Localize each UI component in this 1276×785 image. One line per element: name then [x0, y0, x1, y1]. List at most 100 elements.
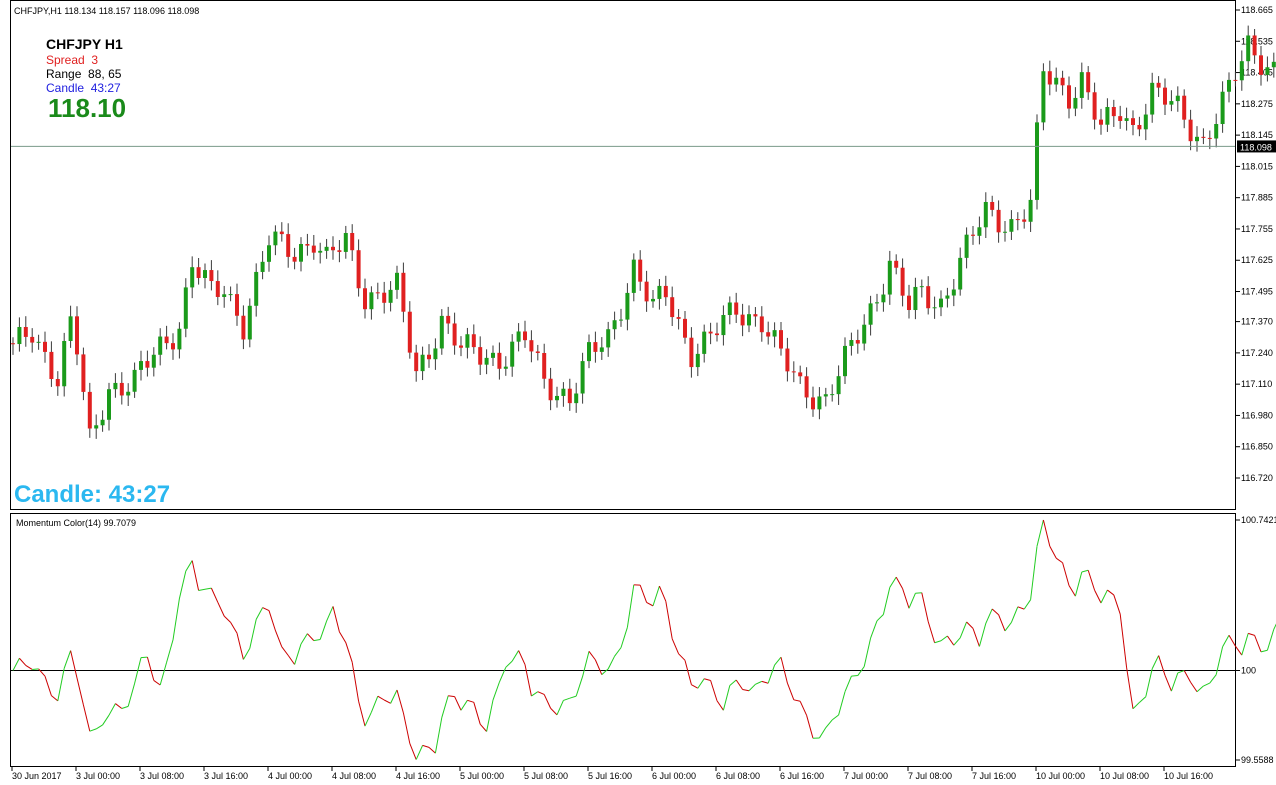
time-label: 5 Jul 00:00	[460, 771, 504, 780]
momentum-segment	[224, 616, 230, 622]
candle-body	[113, 383, 117, 389]
momentum-segment	[410, 743, 416, 759]
time-label: 4 Jul 16:00	[396, 771, 440, 780]
candle-body	[766, 332, 770, 336]
momentum-segment	[1184, 671, 1190, 683]
momentum-segment	[320, 621, 326, 639]
candle-body	[747, 314, 751, 325]
momentum-segment	[768, 665, 774, 683]
time-label: 5 Jul 16:00	[588, 771, 632, 780]
candle-body	[190, 267, 194, 287]
momentum-segment	[973, 628, 979, 646]
price-tick-label: 117.885	[1241, 193, 1273, 203]
candle-body	[568, 389, 572, 403]
momentum-segment	[602, 669, 608, 675]
momentum-segment	[723, 685, 729, 710]
candle-body	[971, 235, 975, 236]
range-readout: Range 88, 65	[46, 67, 121, 81]
candle-body	[1125, 118, 1129, 121]
candle-body	[625, 293, 629, 320]
momentum-segment	[173, 599, 179, 640]
momentum-segment	[269, 611, 275, 631]
momentum-segment	[314, 639, 320, 640]
candle-body	[1041, 71, 1045, 122]
candle-body	[920, 286, 924, 287]
momentum-segment	[896, 577, 902, 589]
candle-body	[1176, 96, 1180, 101]
momentum-segment	[826, 720, 832, 728]
momentum-segment	[474, 702, 480, 724]
candle-body	[299, 244, 303, 262]
momentum-segment	[845, 676, 851, 692]
momentum-segment	[83, 705, 89, 731]
momentum-segment	[448, 696, 454, 697]
momentum-segment	[928, 622, 934, 643]
momentum-segment	[275, 630, 281, 646]
candle-body	[824, 394, 828, 396]
candle-body	[1259, 55, 1263, 75]
momentum-segment	[115, 704, 121, 709]
momentum-segment	[851, 676, 857, 677]
symbol-label: CHFJPY H1	[46, 36, 123, 52]
momentum-segment	[730, 680, 736, 685]
momentum-segment	[864, 638, 870, 667]
time-label: 10 Jul 08:00	[1100, 771, 1149, 780]
momentum-segment	[109, 704, 115, 716]
chart-header: CHFJPY,H1 118.134 118.157 118.096 118.09…	[14, 6, 199, 16]
momentum-segment	[749, 684, 755, 690]
candle-body	[325, 247, 329, 251]
current-price-line: 118.098	[11, 140, 1276, 152]
time-label: 6 Jul 00:00	[652, 771, 696, 780]
candle-body	[209, 270, 213, 281]
momentum-segment	[1191, 682, 1197, 692]
candle-body	[254, 272, 258, 306]
candle-body	[273, 232, 277, 246]
momentum-segment	[512, 651, 518, 662]
candle-body	[197, 267, 201, 278]
candle-body	[1105, 107, 1109, 125]
candle-body	[945, 296, 949, 299]
candle-body	[741, 315, 745, 326]
momentum-segment	[691, 685, 697, 689]
momentum-segment	[1197, 686, 1203, 692]
time-label: 10 Jul 16:00	[1164, 771, 1213, 780]
momentum-segment	[967, 622, 973, 628]
momentum-segment	[1082, 570, 1088, 572]
candle-body	[43, 342, 47, 352]
candle-body	[331, 247, 335, 250]
momentum-segment	[551, 708, 557, 715]
candle-body	[517, 331, 521, 341]
momentum-segment	[608, 656, 614, 669]
candle-body	[286, 234, 290, 257]
momentum-segment	[666, 601, 672, 639]
candle-body	[709, 332, 713, 334]
momentum-segment	[1210, 675, 1216, 683]
momentum-segment	[288, 655, 294, 664]
candle-body	[523, 331, 527, 340]
candle-body	[952, 289, 956, 295]
price-tick-label: 116.850	[1241, 442, 1273, 452]
momentum-segment	[947, 636, 953, 645]
price-tick-label: 117.240	[1241, 348, 1273, 358]
momentum-segment	[243, 648, 249, 659]
momentum-segment	[570, 696, 576, 698]
candle-body	[1016, 219, 1020, 220]
momentum-segment	[461, 700, 467, 710]
candle-body	[344, 233, 348, 252]
momentum-segment	[327, 606, 333, 621]
momentum-segment	[819, 728, 825, 738]
price-label: 118.098	[1240, 142, 1272, 152]
momentum-segment	[755, 681, 761, 684]
momentum-segment	[794, 700, 800, 701]
price-tick-label: 118.145	[1241, 130, 1273, 140]
candle-body	[958, 258, 962, 290]
candle-body	[17, 327, 21, 344]
momentum-segment	[333, 606, 339, 631]
candle-body	[760, 316, 764, 332]
momentum-segment	[179, 571, 185, 598]
momentum-segment	[986, 609, 992, 623]
candle-body	[683, 319, 687, 338]
candle-body	[11, 343, 15, 344]
